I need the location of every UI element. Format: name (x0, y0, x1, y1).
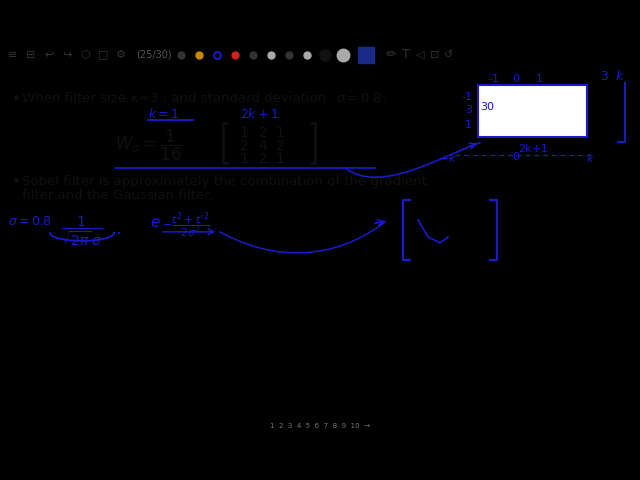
Text: $k=1$: $k=1$ (148, 107, 179, 120)
Text: 1: 1 (536, 73, 543, 84)
Text: ↺: ↺ (444, 49, 453, 60)
Text: $\kappa\!\approx\!3$: $\kappa\!\approx\!3$ (130, 92, 159, 105)
Text: 2: 2 (276, 139, 284, 153)
Text: When filter size: When filter size (22, 92, 131, 105)
Text: $\sigma{=}0.8$: $\sigma{=}0.8$ (8, 215, 52, 228)
Text: $2k+1$: $2k+1$ (240, 107, 279, 120)
Text: $\dfrac{1}{\sqrt{2\pi}\,\sigma}$: $\dfrac{1}{\sqrt{2\pi}\,\sigma}$ (61, 215, 103, 248)
Text: 30: 30 (480, 102, 494, 112)
Text: ↪: ↪ (62, 49, 72, 60)
Text: $\sigma = 0.8$:: $\sigma = 0.8$: (336, 92, 386, 105)
Text: □: □ (98, 49, 109, 60)
Text: ✏: ✏ (386, 48, 397, 61)
Text: $-\dfrac{t^2+{t^{\prime}}^2}{2\sigma^2}$: $-\dfrac{t^2+{t^{\prime}}^2}{2\sigma^2}$ (162, 210, 211, 240)
Text: 1: 1 (239, 126, 248, 140)
Text: $\cdot$: $\cdot$ (115, 223, 121, 241)
Text: 1: 1 (465, 120, 472, 130)
Text: 3: 3 (465, 105, 472, 115)
Text: 0: 0 (513, 73, 520, 84)
Text: ⚙: ⚙ (116, 49, 126, 60)
Text: •: • (12, 92, 21, 107)
Text: Sobel filter is approximately the combination of the gradient: Sobel filter is approximately the combin… (22, 175, 427, 188)
Text: $-k$: $-k$ (439, 152, 457, 164)
Text: 2k+1: 2k+1 (518, 144, 548, 154)
Text: 1: 1 (239, 152, 248, 166)
Text: 0: 0 (513, 152, 520, 162)
Text: ⊟: ⊟ (26, 49, 35, 60)
Text: (25/30): (25/30) (136, 49, 172, 60)
Text: 2: 2 (239, 139, 248, 153)
Text: 3: 3 (600, 70, 608, 83)
Text: -1: -1 (461, 92, 472, 102)
Text: 2: 2 (259, 126, 268, 140)
Text: -1: -1 (488, 73, 499, 84)
Text: $e$: $e$ (150, 215, 161, 230)
Text: 1: 1 (276, 152, 284, 166)
FancyBboxPatch shape (478, 84, 587, 137)
Text: 2: 2 (259, 152, 268, 166)
Text: T: T (402, 48, 410, 61)
Text: 1  2  3  4  5  6  7  8  9  10  →: 1 2 3 4 5 6 7 8 9 10 → (270, 423, 370, 429)
Text: , and standard deviation: , and standard deviation (163, 92, 330, 105)
Text: 1: 1 (276, 126, 284, 140)
Text: $W_\sigma = \dfrac{1}{16}$: $W_\sigma = \dfrac{1}{16}$ (115, 128, 183, 163)
Text: 4: 4 (259, 139, 268, 153)
Text: ↩: ↩ (44, 49, 53, 60)
Text: $k$: $k$ (586, 152, 595, 164)
Text: ⬡: ⬡ (80, 49, 90, 60)
Text: ◁: ◁ (416, 49, 424, 60)
Text: ⊡: ⊡ (430, 49, 440, 60)
Text: •: • (12, 175, 21, 190)
Text: filter and the Gaussian filter.: filter and the Gaussian filter. (22, 189, 212, 202)
Text: ≡: ≡ (8, 49, 17, 60)
Text: $k$: $k$ (615, 69, 625, 83)
